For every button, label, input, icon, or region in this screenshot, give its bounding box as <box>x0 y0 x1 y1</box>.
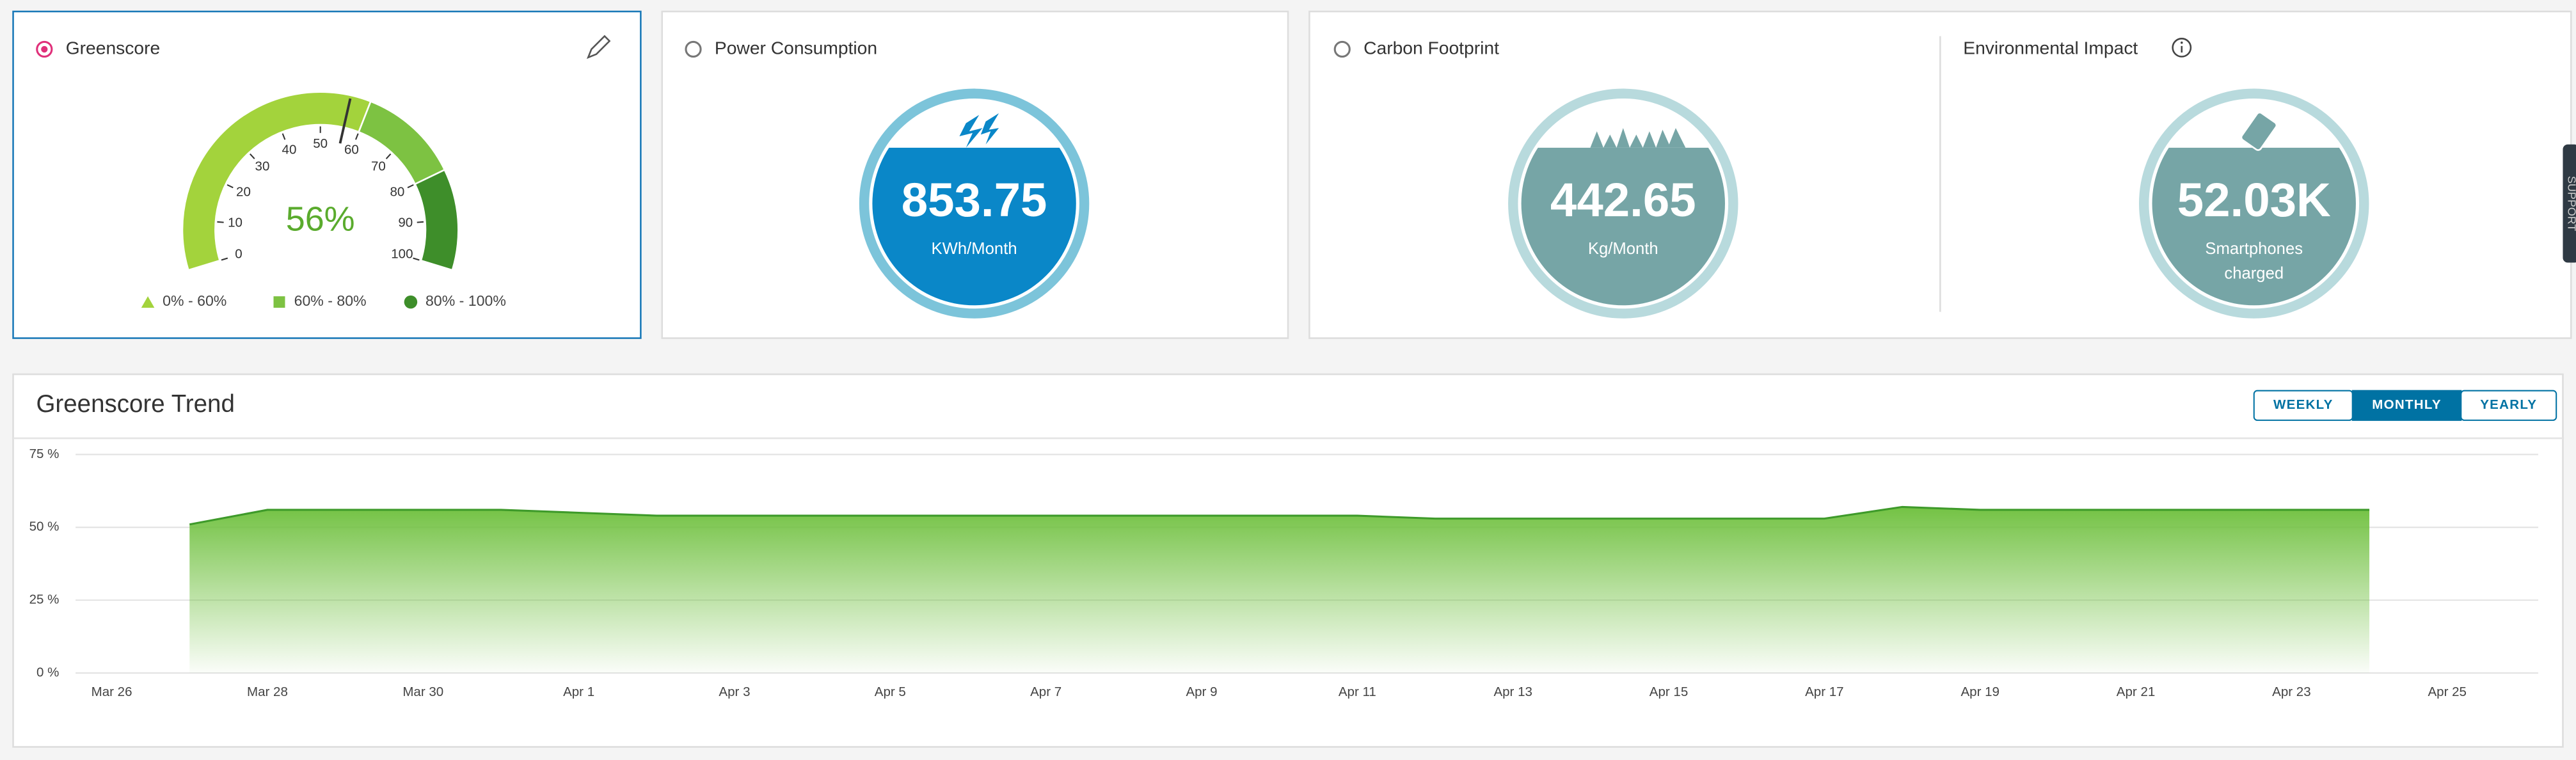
gauge-tick-label: 50 <box>313 136 328 151</box>
x-tick-label: Mar 28 <box>247 685 288 699</box>
gauge-tick-label: 0 <box>235 247 242 262</box>
x-tick-label: Apr 15 <box>1650 685 1688 699</box>
period-button-label[interactable]: MONTHLY <box>2372 397 2442 412</box>
support-tab[interactable] <box>2563 144 2576 263</box>
gauge-tick <box>227 184 234 189</box>
ring <box>2139 88 2369 319</box>
x-tick-label: Apr 23 <box>2272 685 2310 699</box>
gauge-tick <box>250 153 255 159</box>
ring <box>1508 88 1738 319</box>
gauge-needle <box>338 98 352 144</box>
ring <box>859 88 1090 319</box>
edit-icon[interactable] <box>586 35 611 59</box>
gauge-tick-label: 90 <box>398 215 413 230</box>
period-button[interactable] <box>2351 390 2462 421</box>
radio[interactable] <box>685 40 702 58</box>
card-title: Greenscore <box>66 37 160 58</box>
card-title: Power Consumption <box>715 37 877 58</box>
phone-icon <box>2240 111 2278 151</box>
x-tick-label: Apr 19 <box>1960 685 1999 699</box>
gauge-tick <box>407 184 414 189</box>
legend-symbol <box>273 296 285 308</box>
gauge-tick-label: 80 <box>390 185 404 200</box>
gauge-tick <box>355 133 359 140</box>
gauge-tick-label: 40 <box>282 142 297 157</box>
legend-symbol <box>404 295 418 309</box>
gauge-tick <box>217 221 224 223</box>
gauge-tick-label: 100 <box>391 247 413 262</box>
metric-unit: charged <box>2224 264 2284 282</box>
chart-title: Greenscore Trend <box>36 390 234 418</box>
gauge-value: 56% <box>286 200 355 239</box>
x-tick-label: Apr 21 <box>2117 685 2155 699</box>
metric-unit: Kg/Month <box>1588 240 1658 258</box>
area <box>189 507 2370 674</box>
x-tick-label: Apr 25 <box>2428 685 2466 699</box>
x-tick-label: Apr 7 <box>1030 685 1061 699</box>
gauge-tick <box>417 221 424 223</box>
metric-value: 52.03K <box>2177 173 2331 226</box>
line <box>189 505 2370 526</box>
gauge-tick <box>282 133 286 140</box>
radio-selected[interactable] <box>36 40 53 58</box>
x-tick-label: Apr 5 <box>875 685 906 699</box>
card-title: Environmental Impact <box>1963 37 2138 58</box>
metric-unit: KWh/Month <box>932 240 1017 258</box>
fill-level <box>1521 147 1725 306</box>
info-icon[interactable] <box>2172 38 2192 58</box>
period-button-label[interactable]: YEARLY <box>2480 397 2537 412</box>
y-tick-label: 50 % <box>29 519 60 534</box>
y-tick-label: 25 % <box>29 592 60 607</box>
gauge-tick <box>221 257 228 261</box>
metric-value: 442.65 <box>1550 173 1696 226</box>
y-tick-label: 75 % <box>29 447 60 461</box>
x-tick-label: Apr 17 <box>1805 685 1843 699</box>
fill-level <box>872 147 1076 306</box>
x-tick-label: Apr 9 <box>1186 685 1217 699</box>
x-tick-label: Apr 3 <box>719 685 750 699</box>
metric-unit: Smartphones <box>2205 240 2303 258</box>
gauge-tick <box>413 257 420 261</box>
x-tick-label: Mar 26 <box>91 685 132 699</box>
gauge-tick-label: 20 <box>236 185 251 200</box>
gauge-band <box>181 91 372 271</box>
x-tick-label: Apr 11 <box>1339 685 1376 699</box>
gauge-tick-label: 10 <box>228 215 242 230</box>
x-tick-label: Apr 1 <box>563 685 594 699</box>
x-tick-label: Mar 30 <box>402 685 443 699</box>
legend-label: 60% - 80% <box>294 292 367 309</box>
card-title: Carbon Footprint <box>1364 37 1499 58</box>
trees-icon <box>1590 128 1686 148</box>
support-label[interactable]: SUPPORT <box>2566 176 2576 231</box>
lightning-icon <box>959 113 999 148</box>
metric-value: 853.75 <box>902 173 1047 226</box>
y-tick-label: 0 % <box>36 665 59 679</box>
radio-dot <box>41 45 48 53</box>
radio[interactable] <box>1333 40 1351 58</box>
gauge-tick-label: 60 <box>344 142 359 157</box>
legend-symbol <box>141 296 155 308</box>
gauge-tick-label: 30 <box>255 159 270 174</box>
legend-label: 0% - 60% <box>163 292 227 309</box>
gauge-band <box>413 168 459 271</box>
gauge-tick-label: 70 <box>371 159 386 174</box>
greenscore-card[interactable] <box>12 10 642 339</box>
period-button-label[interactable]: WEEKLY <box>2273 397 2334 412</box>
legend-label: 80% - 100% <box>425 292 506 309</box>
gauge-tick <box>385 153 392 159</box>
period-button[interactable] <box>2460 390 2557 421</box>
x-tick-label: Apr 13 <box>1493 685 1532 699</box>
fill-level <box>2152 147 2356 306</box>
